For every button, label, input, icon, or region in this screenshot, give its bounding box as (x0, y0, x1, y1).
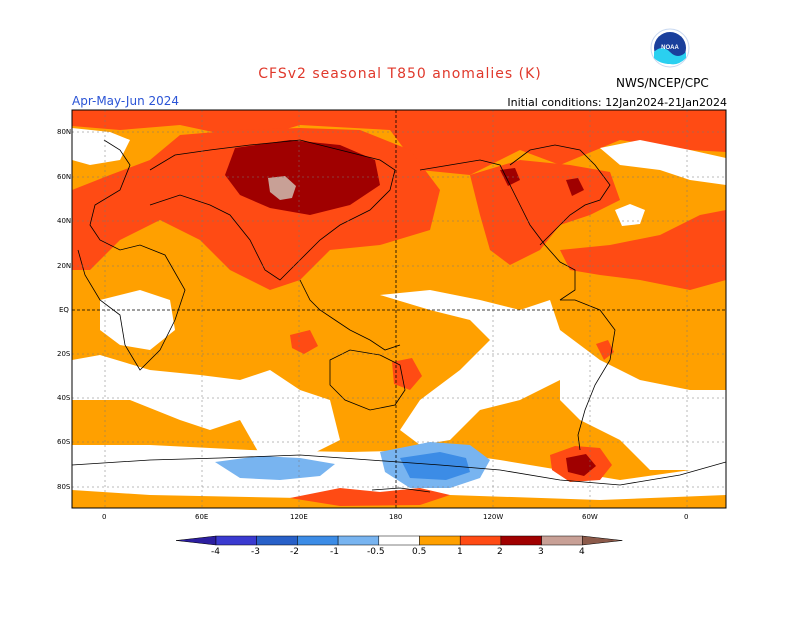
colorbar-swatch (215, 535, 257, 546)
forecast-period: Apr-May-Jun 2024 (72, 94, 180, 108)
neutral-south-atlantic (72, 355, 340, 460)
colorbar-label: 2 (497, 547, 503, 557)
lat-label: 60S (57, 438, 71, 446)
lon-label: 60W (582, 513, 598, 521)
colorbar-swatch (337, 535, 380, 546)
colorbar (175, 535, 623, 546)
lon-label: 120W (483, 513, 504, 521)
very-warm-anomaly-siberia (225, 140, 380, 215)
colorbar-label: -0.5 (367, 547, 385, 557)
lon-label: 180 (389, 513, 403, 521)
warm-anomaly-north-america (470, 160, 620, 265)
neutral-arctic-west (72, 128, 130, 165)
colorbar-label: 1 (457, 547, 463, 557)
noaa-logo: NOAA (650, 28, 690, 68)
colorbar-label: -2 (290, 547, 299, 557)
neutral-north-atlantic (615, 204, 645, 226)
lat-label: 80N (57, 128, 72, 136)
neutral-africa (100, 290, 175, 350)
warm-anomaly-arctic (72, 110, 726, 175)
colorbar-swatch (541, 535, 583, 546)
lat-label: 60N (57, 173, 72, 181)
colorbar-arrow-low (175, 535, 217, 546)
noaa-logo-text: NOAA (661, 45, 679, 51)
equator-dateline (72, 110, 726, 508)
lon-label: 120E (290, 513, 308, 521)
coastlines (72, 139, 726, 493)
lat-label: 40S (57, 394, 71, 402)
colorbar-label: -3 (251, 547, 260, 557)
map-frame (71, 109, 727, 509)
very-warm-anomaly-southeast-pacific (566, 454, 596, 476)
colorbar-label: -4 (211, 547, 220, 557)
colorbar-swatch (500, 535, 542, 546)
lat-label: 20N (57, 262, 72, 270)
colorbar-label: 3 (538, 547, 544, 557)
extreme-anomaly-siberia (268, 176, 296, 200)
lon-label: 60E (195, 513, 209, 521)
warm-anomaly-atlantic (560, 210, 726, 290)
lat-label: 20S (57, 350, 71, 358)
colorbar-label: -1 (330, 547, 339, 557)
warm-anomaly-australia (392, 358, 422, 390)
warm-anomaly-maritime (290, 330, 318, 354)
colorbar-label: 4 (579, 547, 585, 557)
very-warm-anomaly-hudson (566, 178, 584, 196)
colorbar-swatch (297, 535, 339, 546)
very-warm-anomaly-canada (500, 168, 520, 186)
warm-anomaly-antarctic-coast (290, 488, 450, 506)
colorbar-swatch (256, 535, 298, 546)
colorbar-label: 0.5 (412, 547, 427, 557)
neutral-arctic-east (600, 140, 726, 185)
cool-anomaly-ross-sea-core (400, 452, 470, 480)
colorbar-swatch (419, 535, 461, 546)
lat-label: 80S (57, 483, 71, 491)
lat-label: EQ (59, 306, 69, 314)
lon-label: 0 (102, 513, 107, 521)
graticule (72, 110, 726, 508)
colorbar-swatch (459, 535, 502, 546)
warm-anomaly-south-america (596, 340, 614, 360)
neutral-east-pacific (380, 290, 560, 445)
agency-label: NWS/NCEP/CPC (616, 76, 709, 90)
neutral-southeast-pacific (560, 330, 726, 470)
lat-label: 40N (57, 217, 72, 225)
initial-conditions: Initial conditions: 12Jan2024-21Jan2024 (507, 96, 727, 109)
colorbar-swatch (378, 535, 420, 546)
colorbar-arrow-high (582, 535, 623, 546)
cool-anomaly-indian-ocean (215, 456, 335, 480)
map-title: CFSv2 seasonal T850 anomalies (K) (258, 66, 542, 82)
lon-label: 0 (684, 513, 689, 521)
